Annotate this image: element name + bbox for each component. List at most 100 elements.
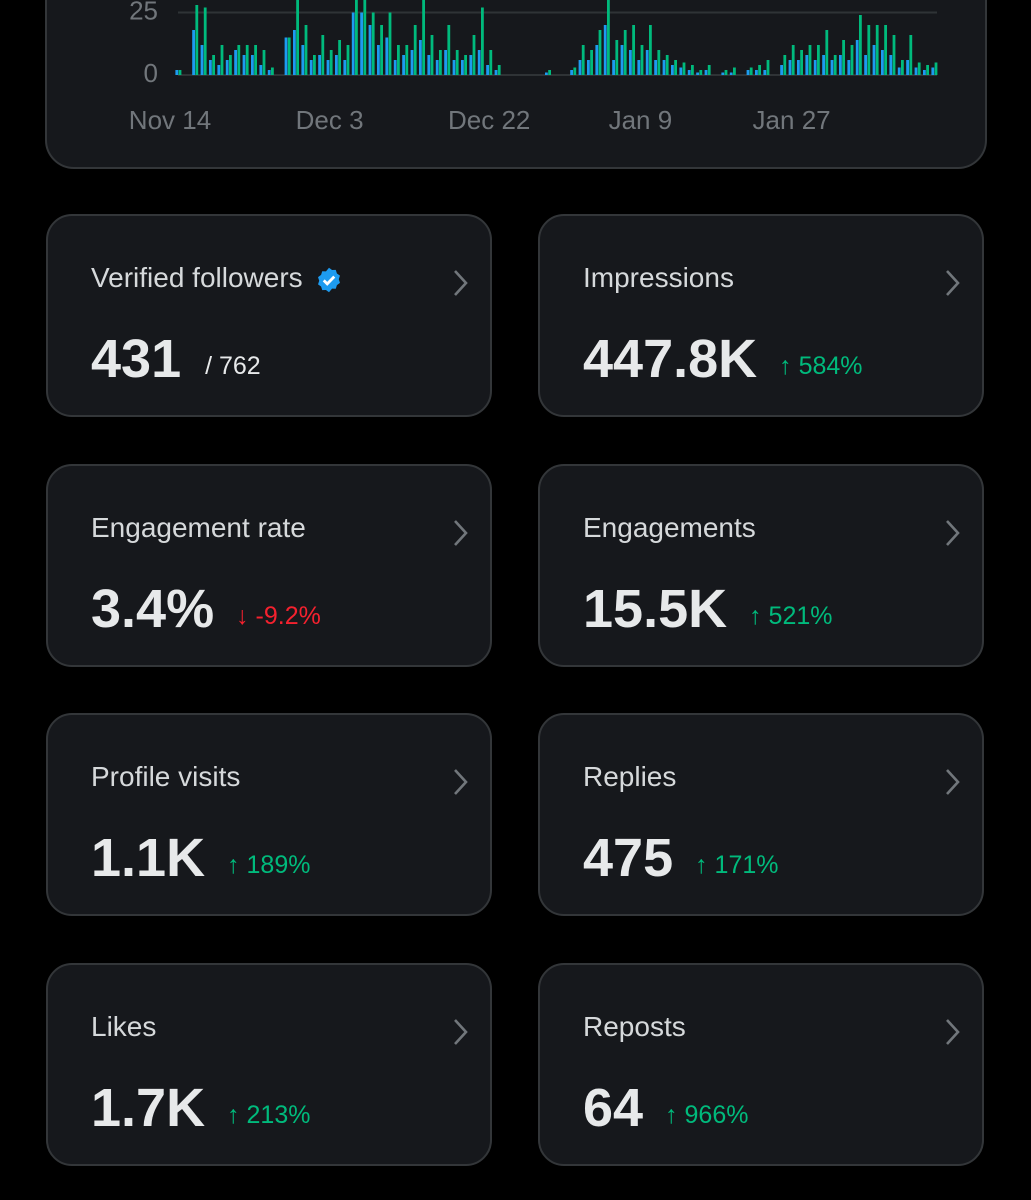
bar [548,70,551,75]
bar [242,55,246,75]
bar [763,70,767,75]
bar [931,67,935,75]
bar [371,12,375,75]
bar [472,35,476,75]
bar [649,25,652,75]
bar [435,60,439,75]
metric-card[interactable]: Profile visits 1.1K ↑ 189% [46,713,492,916]
bar [447,25,451,75]
bar [872,45,876,75]
metric-card[interactable]: Engagement rate 3.4% ↓ -9.2% [46,463,492,667]
card-title: Impressions [583,262,734,293]
metric-card[interactable]: Impressions 447.8K ↑ 584% [538,214,984,417]
card-value: 3.4% [91,578,215,639]
bar [461,60,464,75]
bar [934,62,938,75]
card-title: Reposts [583,1010,686,1042]
bar [704,70,708,75]
bar [570,70,573,75]
bar [464,55,467,75]
bar [833,55,837,75]
bar [598,30,602,75]
bar [620,45,624,75]
bar [343,60,347,75]
bar [209,60,212,75]
bar [489,50,493,75]
card-change: ↑ 966% [665,1100,749,1129]
x-tick-label: Nov 14 [129,105,211,135]
metric-card[interactable]: Engagements 15.5K ↑ 521% [538,463,984,667]
bar [682,62,686,75]
bar [545,72,548,75]
bar [839,55,842,75]
bar [360,12,363,75]
bar [679,67,683,75]
card-title: Likes [91,1010,157,1042]
bar [780,65,783,75]
bar [645,50,649,75]
card-value: 1.7K [91,1077,206,1138]
bar [271,67,274,75]
bar [817,45,820,75]
metric-card[interactable]: Likes 1.7K ↑ 213% [46,962,492,1166]
bar [696,72,699,75]
chevron [454,1018,468,1045]
card-change: ↑ 521% [749,601,833,630]
bar [612,60,615,75]
bar [318,55,321,75]
bar [662,60,666,75]
bar [808,45,812,75]
bar [632,25,635,75]
metric-card[interactable]: Verified followers 431 / 762 [46,214,492,417]
metric-card[interactable]: Reposts 64 ↑ 966% [538,962,984,1166]
chevron [946,519,960,546]
bar [455,50,459,75]
x-tick-label: Jan 27 [753,105,831,135]
bar [909,35,913,75]
bar [410,50,414,75]
bar [590,50,593,75]
card-change: ↑ 171% [695,851,779,879]
bar [237,45,241,75]
bar [203,7,207,75]
card-title: Replies [583,761,677,792]
bar [791,45,795,75]
bar [797,60,800,75]
bar [640,45,644,75]
bar [267,70,271,75]
bar [671,65,674,75]
bar [917,62,921,75]
bar [830,60,834,75]
bar [721,72,725,75]
card-value: 1.1K [91,828,206,888]
bar [884,25,887,75]
bar [388,12,392,75]
card-total: / 762 [205,352,261,380]
card-value: 447.8K [583,329,758,389]
metric-card[interactable]: Replies 475 ↑ 171% [538,713,984,916]
bar [766,60,770,75]
chevron [946,769,960,795]
bar [397,45,400,75]
bar [380,25,383,75]
card-change: ↓ -9.2% [236,601,321,630]
bar [859,15,862,75]
bar [783,55,787,75]
chevron [454,769,468,795]
bar [607,0,610,75]
bar [867,25,871,75]
bar [788,60,792,75]
card-value: 64 [583,1077,644,1138]
bar [707,65,711,75]
card-value: 475 [583,828,674,888]
x-tick-label: Jan 9 [609,105,673,135]
bar [603,25,607,75]
bar [901,60,904,75]
bar [430,35,434,75]
chevron [946,270,960,296]
bar [385,37,389,75]
bar [897,67,901,75]
bar [581,45,585,75]
bar [800,50,803,75]
bar [245,45,249,75]
